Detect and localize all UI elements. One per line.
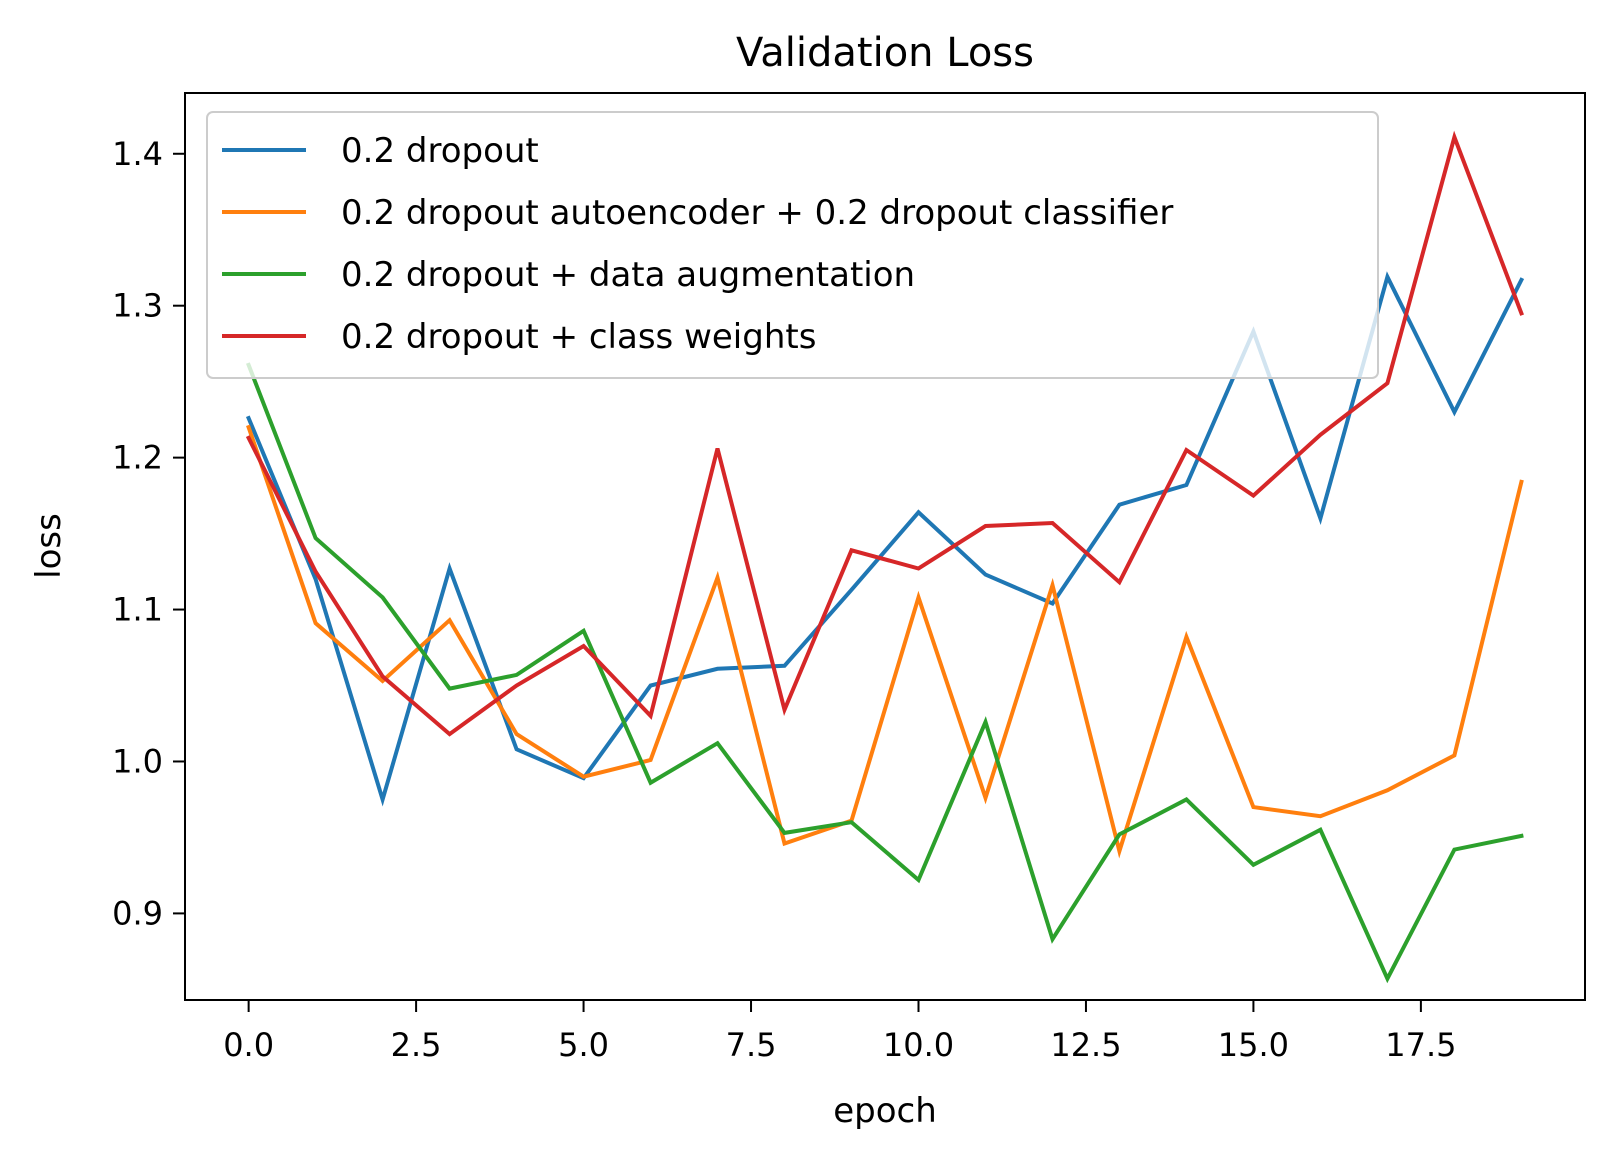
x-tick-label: 5.0 — [558, 1026, 609, 1064]
series-line-2 — [246, 424, 1524, 859]
chart-title: Validation Loss — [736, 30, 1034, 76]
y-tick-label: 1.1 — [112, 591, 163, 629]
y-tick-label: 1.0 — [112, 742, 163, 780]
y-tick-label: 1.3 — [112, 287, 163, 325]
x-axis-label: epoch — [833, 1091, 937, 1131]
y-tick-label: 0.9 — [112, 894, 163, 932]
series-line-4 — [245, 130, 1524, 737]
x-tick-label: 7.5 — [726, 1026, 777, 1064]
legend-label-2: 0.2 dropout autoencoder + 0.2 dropout cl… — [341, 193, 1173, 233]
x-tick-label: 2.5 — [391, 1026, 442, 1064]
x-tick-label: 0.0 — [223, 1026, 274, 1064]
legend-entries: 0.2 dropout 0.2 dropout autoencoder + 0.2… — [222, 131, 1173, 357]
y-tick-label: 1.2 — [112, 439, 163, 477]
x-tick-label: 15.0 — [1218, 1026, 1289, 1064]
legend-label-3: 0.2 dropout + data augmentation — [341, 255, 915, 295]
x-tick-label: 10.0 — [883, 1026, 954, 1064]
legend: 0.2 dropout 0.2 dropout autoencoder + 0.2… — [206, 111, 1379, 379]
x-tick-label: 17.5 — [1385, 1026, 1456, 1064]
series-line-1 — [245, 271, 1525, 807]
y-axis-ticks: 0.9 1.0 1.1 1.2 1.3 1.4 — [112, 135, 185, 932]
series-line-3 — [246, 362, 1524, 984]
x-tick-label: 12.5 — [1050, 1026, 1121, 1064]
legend-frame — [206, 111, 1379, 379]
y-axis-label: loss — [29, 513, 69, 579]
x-axis-ticks: 0.0 2.5 5.0 7.5 10.0 12.5 15.0 17.5 — [223, 1000, 1457, 1064]
series-layer — [245, 130, 1525, 984]
legend-label-1: 0.2 dropout — [341, 131, 539, 171]
plot-area-frame — [184, 92, 1586, 1001]
legend-label-4: 0.2 dropout + class weights — [341, 317, 816, 357]
y-tick-label: 1.4 — [112, 135, 163, 173]
